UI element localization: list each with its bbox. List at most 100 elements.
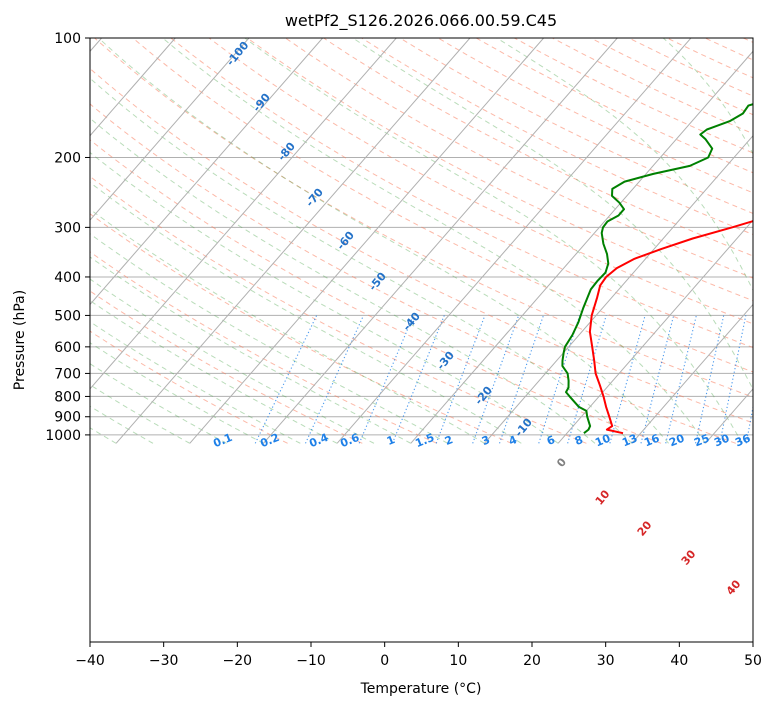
y-tick-label: 500: [54, 308, 81, 324]
moist-adiabat: [352, 38, 753, 391]
isobar-grid: [90, 38, 753, 436]
mixing-ratio-label: 20: [667, 432, 686, 450]
mixing-ratio-label: 0.2: [258, 431, 281, 450]
moist-adiabat: [662, 38, 753, 155]
dry-adiabat-label: -60: [334, 229, 357, 253]
axes: −40 −30 −20 −10 0 10 20 30 40 5010020030040050060…: [45, 31, 762, 669]
y-tick-label: 200: [54, 150, 81, 166]
mixing-ratio-label: 13: [620, 432, 639, 450]
isotherm: [484, 134, 753, 444]
isotherm: [90, 38, 250, 221]
x-tick-label: 30: [597, 653, 615, 669]
isotherm: [90, 38, 397, 390]
moist-adiabat: [90, 321, 301, 444]
chart-title: wetPf2_S126.2026.066.00.59.C45: [285, 11, 557, 31]
x-tick-label: −10: [296, 653, 326, 669]
isotherm: [115, 38, 471, 444]
isotherm: [557, 219, 753, 444]
dry-adiabat: [590, 38, 753, 116]
profile-series: [561, 103, 753, 435]
mixing-ratio-line: [499, 315, 544, 444]
mixing-ratio-line: [391, 315, 445, 444]
moist-adiabat: [90, 256, 412, 444]
dry-adiabat-label: -40: [400, 310, 423, 334]
dry-adiabat: [90, 330, 288, 444]
dry-adiabat: [170, 38, 753, 349]
dry-adiabat-label: 40: [724, 577, 744, 597]
dry-adiabat: [208, 38, 753, 325]
dry-adiabat: [437, 38, 753, 194]
dry-adiabat-label: -10: [512, 416, 535, 440]
dry-adiabat-label: -30: [434, 349, 457, 373]
y-tick-label: 100: [54, 31, 81, 47]
dry-adiabat: [552, 38, 753, 135]
mixing-ratio-line: [435, 315, 486, 444]
x-tick-label: 40: [670, 653, 688, 669]
x-tick-label: 50: [744, 653, 762, 669]
mixing-ratio-label: 30: [712, 432, 731, 450]
dry-adiabat: [323, 38, 753, 257]
y-tick-label: 700: [54, 366, 81, 382]
mixing-ratio-line: [472, 315, 520, 444]
isotherm: [90, 38, 324, 306]
mixing-ratio-line: [745, 404, 753, 444]
y-tick-label: 1000: [45, 428, 81, 444]
y-tick-label: 400: [54, 270, 81, 286]
mixing-ratio-label: 1.5: [413, 431, 436, 450]
isotherms: [90, 38, 753, 444]
moist-adiabat: [90, 117, 596, 444]
moist-adiabats: [90, 38, 753, 444]
mixing-ratio-label: 25: [692, 432, 711, 450]
moist-adiabat: [496, 38, 753, 292]
isotherm: [90, 38, 176, 137]
dry-adiabat: [90, 213, 512, 444]
mixing-ratio-label: 10: [593, 432, 612, 450]
moist-adiabat: [90, 405, 154, 444]
dewpoint-profile-line: [561, 103, 753, 434]
mixing-ratio-label: 0.1: [211, 431, 234, 450]
dry-adiabat: [247, 38, 753, 302]
mixing-ratio-line: [567, 315, 607, 444]
dry-adiabat: [90, 290, 363, 444]
x-tick-label: −20: [223, 653, 253, 669]
y-tick-label: 800: [54, 389, 81, 405]
moist-adiabat: [90, 384, 191, 444]
mixing-ratio-line: [538, 315, 581, 444]
x-axis-label: Temperature (°C): [360, 681, 482, 697]
dry-adiabat: [90, 251, 438, 444]
dry-adiabat-label: 30: [679, 547, 699, 567]
mixing-ratio-line: [358, 315, 414, 444]
mixing-ratio-label: 1: [385, 433, 397, 448]
isotherm: [189, 38, 545, 444]
y-tick-label: 300: [54, 220, 81, 236]
dry-adiabat-label: -100: [224, 39, 252, 69]
mixing-ratio-line: [305, 315, 364, 444]
x-tick-label: 0: [380, 653, 389, 669]
dry-adiabat: [90, 103, 736, 444]
moist-adiabat: [90, 181, 522, 444]
mixing-ratio-label: 36: [733, 432, 752, 450]
mixing-ratio-line: [665, 315, 697, 444]
mixing-ratio-label: 2: [443, 433, 455, 448]
dry-adiabat-label: -80: [275, 140, 298, 164]
isotherm: [263, 38, 618, 444]
plot-area: -100-90-80-70-60-50-40-30-20-10010203040…: [90, 38, 753, 598]
mixing-ratio-label: 8: [573, 433, 585, 448]
x-tick-label: −30: [149, 653, 179, 669]
moist-adiabat: [90, 363, 227, 444]
moist-adiabat: [90, 233, 448, 444]
dry-adiabat: [399, 38, 753, 214]
mixing-ratio-line: [719, 315, 747, 444]
isotherm: [410, 50, 753, 444]
dry-adiabat-label: -50: [366, 270, 389, 294]
mixing-ratio-line: [695, 315, 725, 444]
moist-adiabat: [244, 38, 743, 444]
moist-adiabat: [162, 38, 706, 444]
dry-adiabat: [514, 38, 753, 154]
x-tick-label: −40: [75, 653, 105, 669]
mixing-ratio-label: 3: [480, 433, 492, 448]
dry-adiabat: [132, 38, 753, 373]
plot-frame: [89, 37, 754, 643]
dry-adiabat: [94, 38, 753, 398]
